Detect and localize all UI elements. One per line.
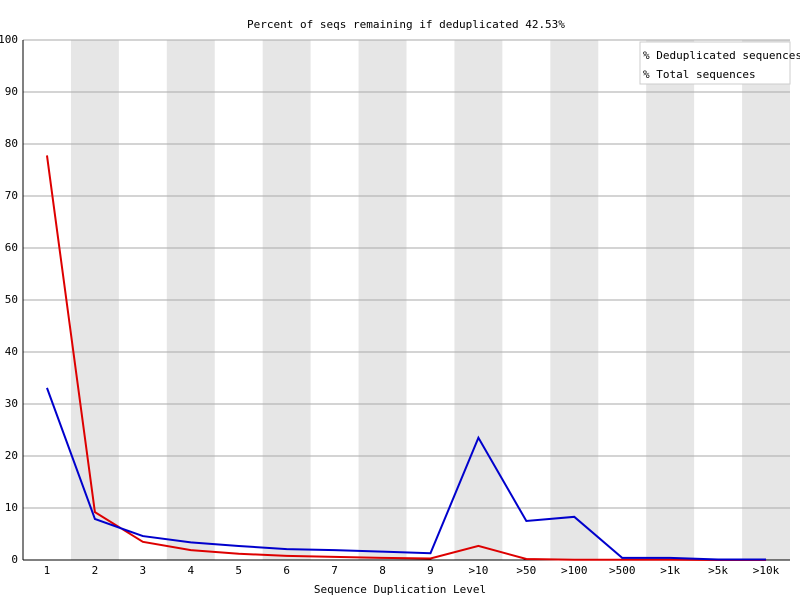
y-tick-label: 80 <box>5 137 18 150</box>
x-tick-label: >10 <box>468 564 488 577</box>
y-tick-label: 60 <box>5 241 18 254</box>
x-tick-label: >100 <box>561 564 588 577</box>
x-axis-label: Sequence Duplication Level <box>314 583 486 596</box>
series-line <box>46 387 767 561</box>
x-tick-label: 1 <box>44 564 51 577</box>
y-tick-label: 20 <box>5 449 18 462</box>
x-tick-label: >10k <box>753 564 780 577</box>
x-tick-label: 2 <box>92 564 99 577</box>
chart-title: Percent of seqs remaining if deduplicate… <box>247 18 565 31</box>
y-tick-label: 30 <box>5 397 18 410</box>
x-tick-label: >500 <box>609 564 636 577</box>
x-tick-label: 7 <box>331 564 338 577</box>
series-line <box>45 155 767 561</box>
x-tick-label: 8 <box>379 564 386 577</box>
y-tick-label: 40 <box>5 345 18 358</box>
x-tick-label: 9 <box>427 564 434 577</box>
y-tick-label: 90 <box>5 85 18 98</box>
y-tick-label: 100 <box>0 33 18 46</box>
x-tick-label: 6 <box>283 564 290 577</box>
x-tick-label: 3 <box>140 564 147 577</box>
x-tick-label: 4 <box>187 564 194 577</box>
legend-box <box>639 41 791 85</box>
x-tick-label: >50 <box>516 564 536 577</box>
legend-entry: % Deduplicated sequences <box>643 49 800 62</box>
y-tick-label: 10 <box>5 501 18 514</box>
y-tick-label: 70 <box>5 189 18 202</box>
x-tick-label: >5k <box>708 564 728 577</box>
y-tick-label: 0 <box>11 553 18 566</box>
x-tick-label: >1k <box>660 564 680 577</box>
legend-entry: % Total sequences <box>643 68 756 81</box>
y-tick-label: 50 <box>5 293 18 306</box>
x-tick-label: 5 <box>235 564 242 577</box>
